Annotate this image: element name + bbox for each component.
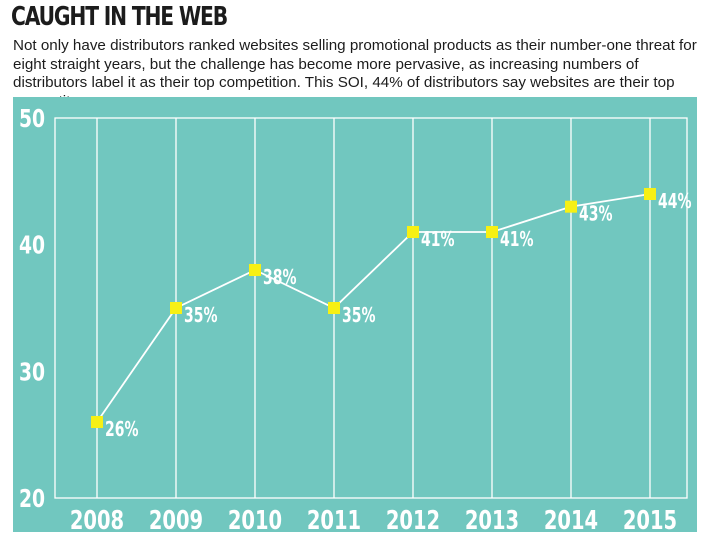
series-line (96, 193, 651, 423)
x-tick-2015: 2015 (623, 506, 677, 535)
y-tick-labels: 20 30 40 50 (19, 104, 45, 513)
x-tick-labels: 2008 2009 2010 2011 2012 2013 2014 2015 (70, 506, 677, 535)
data-marker-2012 (407, 226, 419, 238)
x-tick-2014: 2014 (544, 506, 598, 535)
data-label-2010: 38% (263, 267, 296, 290)
data-marker-2008 (91, 416, 103, 428)
data-marker-2010 (249, 264, 261, 276)
chart-subtitle: Not only have distributors ranked websit… (13, 37, 697, 110)
x-tick-2010: 2010 (228, 506, 282, 535)
data-label-2009: 35% (184, 305, 217, 328)
plot-frame (54, 117, 688, 499)
data-marker-2009 (170, 302, 182, 314)
data-label-2014: 43% (579, 203, 612, 226)
y-tick-40: 40 (19, 231, 45, 260)
data-marker-2014 (565, 200, 577, 213)
data-label-2013: 41% (500, 229, 533, 252)
data-marker-2013 (486, 226, 498, 238)
data-label-2008: 26% (105, 419, 138, 442)
data-marker-2011 (328, 302, 340, 314)
x-tick-2012: 2012 (386, 506, 440, 535)
x-tick-2009: 2009 (149, 506, 203, 535)
data-marker-2015 (644, 188, 656, 200)
data-label-2012: 41% (421, 229, 454, 252)
plot-background (13, 97, 697, 532)
data-label-2011: 35% (342, 305, 375, 328)
data-label-2015: 44% (658, 191, 691, 214)
data-labels: 26% 35% 38% 35% 41% 41% 43% 44% (105, 191, 691, 442)
data-markers (91, 188, 656, 428)
x-tick-2013: 2013 (465, 506, 519, 535)
y-tick-20: 20 (19, 484, 45, 513)
y-tick-30: 30 (19, 358, 45, 387)
x-tick-2008: 2008 (70, 506, 124, 535)
y-tick-50: 50 (19, 104, 45, 133)
chart-title: CAUGHT IN THE WEB (11, 2, 228, 32)
x-tick-2011: 2011 (307, 506, 361, 535)
